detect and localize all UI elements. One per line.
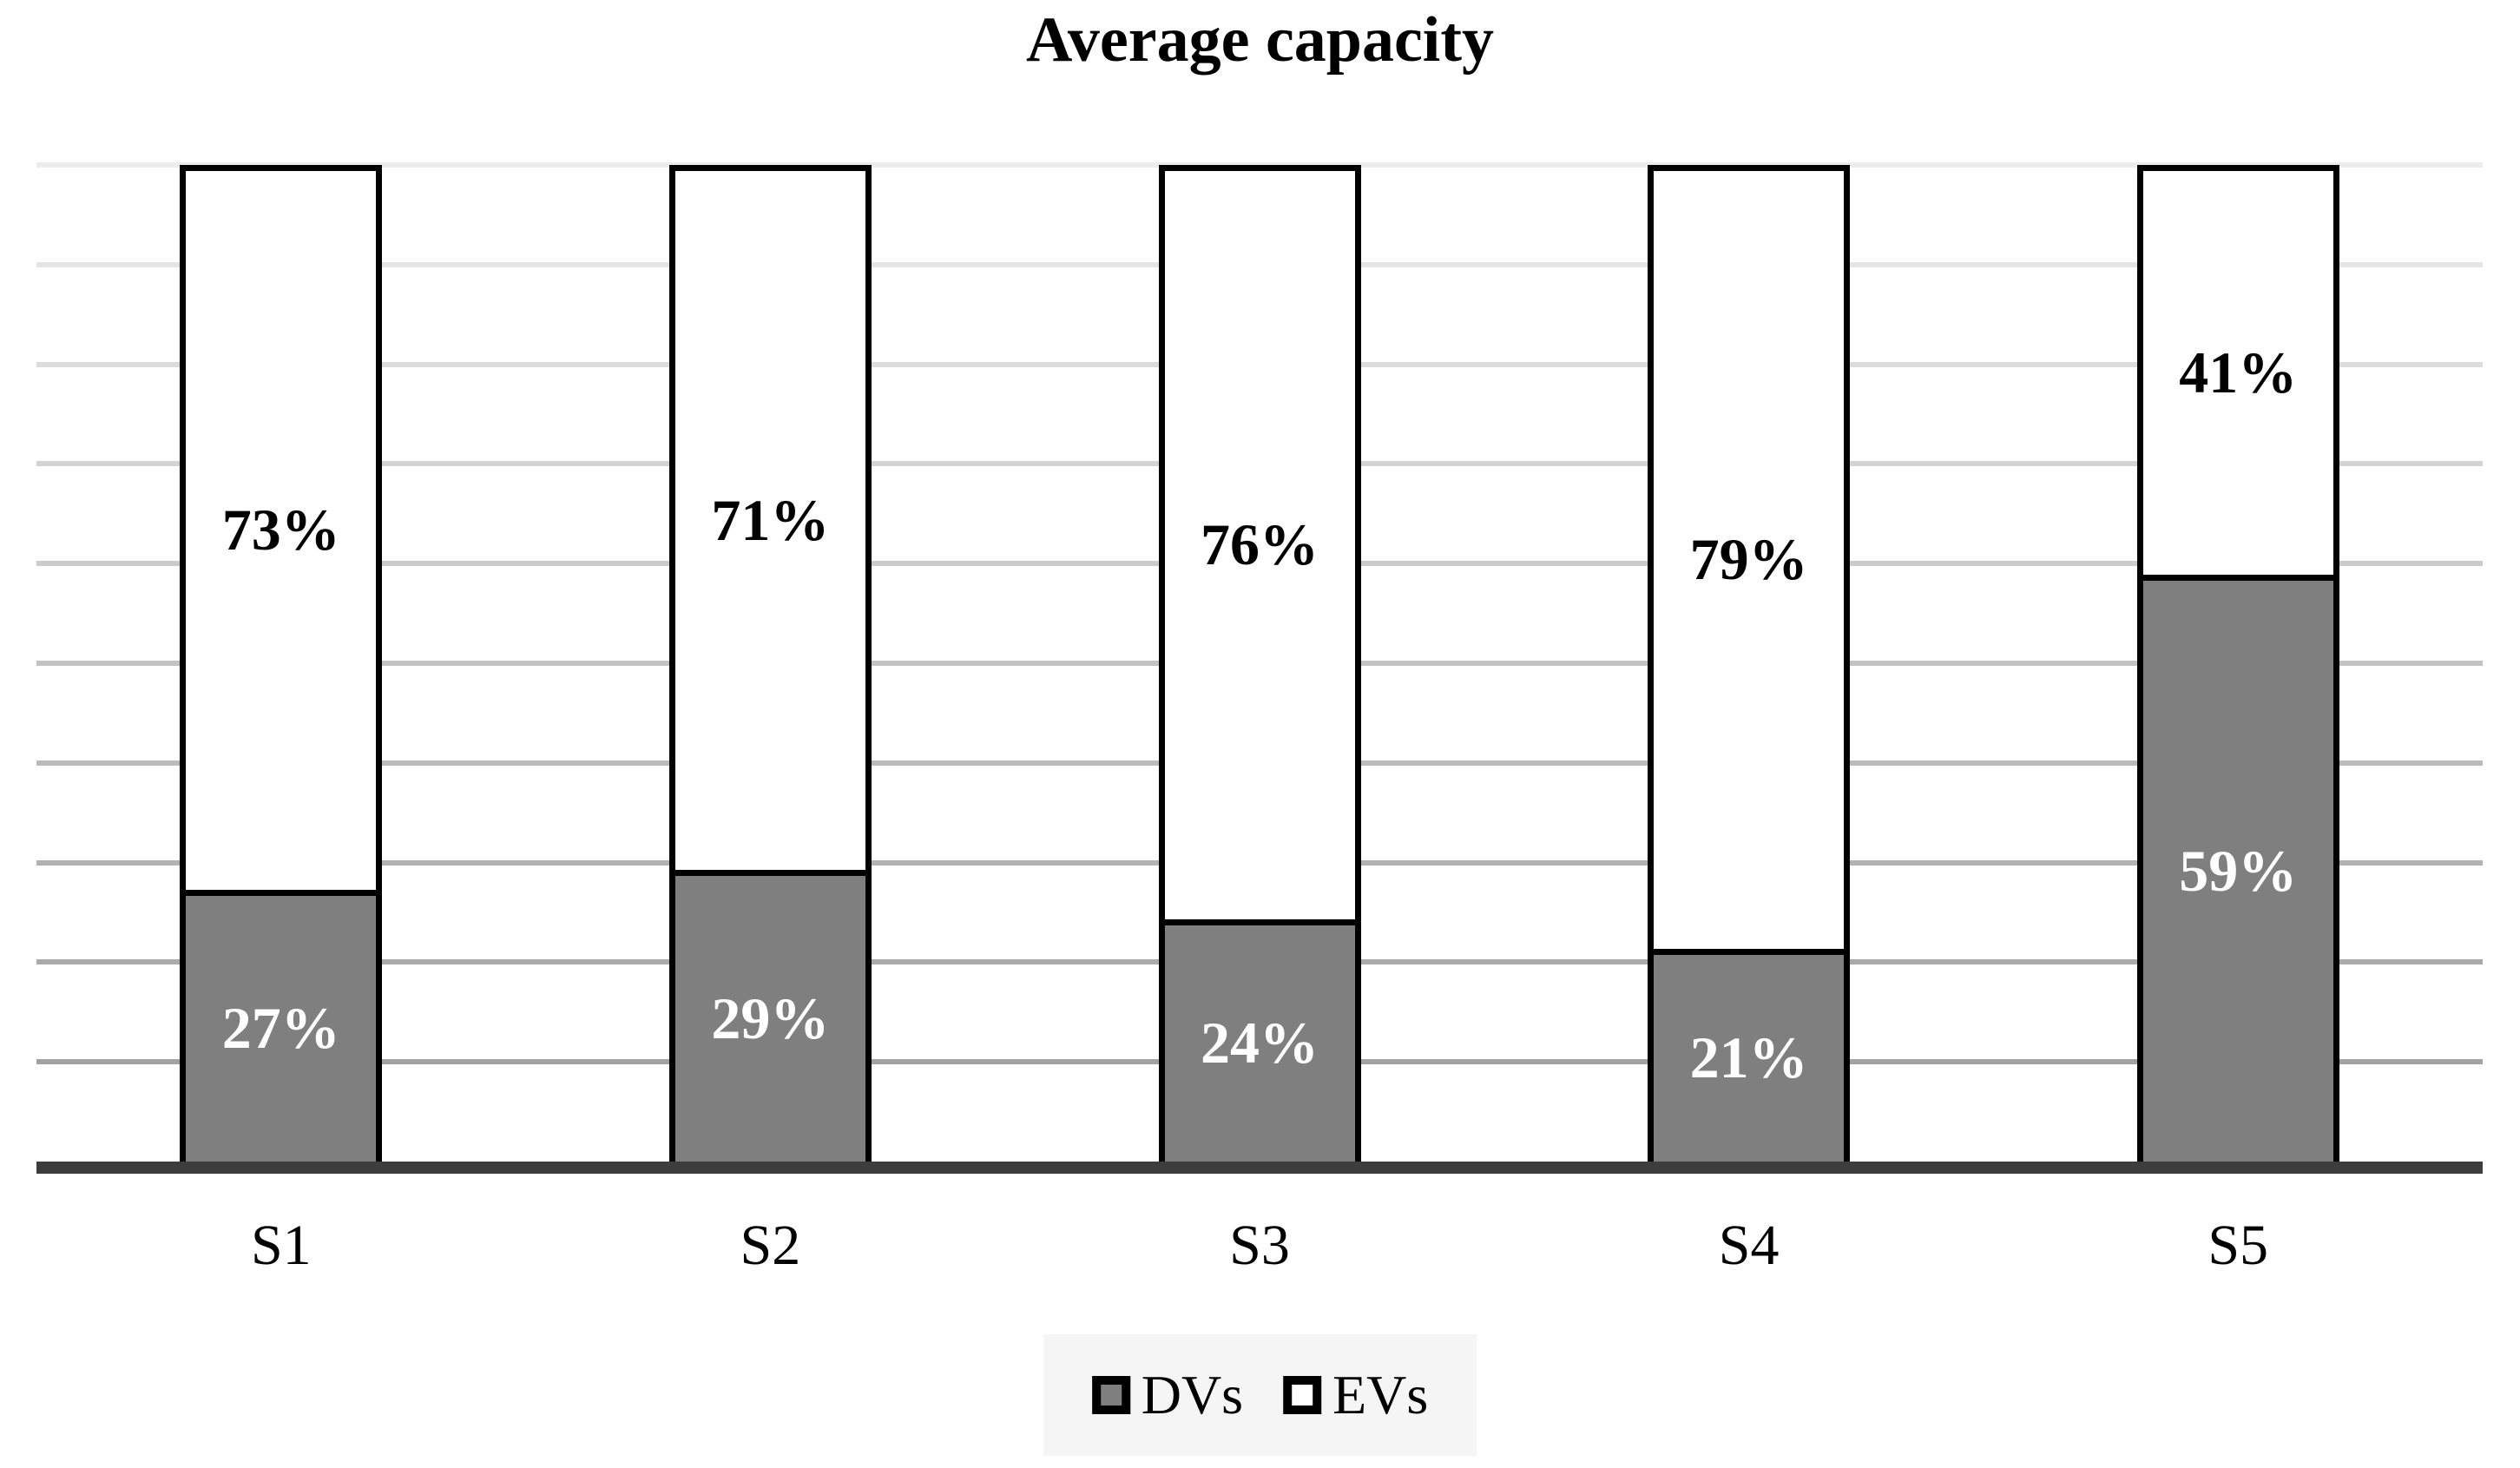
legend-item-evs: EVs (1283, 1363, 1428, 1427)
bar-s3: 76% 24% (1158, 165, 1361, 1162)
segment-evs-s3: 76% (1164, 171, 1355, 925)
data-label-evs-s5: 41% (2179, 339, 2298, 405)
data-label-evs-s4: 79% (1689, 526, 1808, 593)
segment-dvs-s4: 21% (1654, 954, 1845, 1162)
legend: DVs EVs (1043, 1334, 1477, 1456)
x-axis-label-s2: S2 (740, 1214, 801, 1277)
bar-s2: 71% 29% (668, 165, 872, 1162)
segment-evs-s1: 73% (186, 171, 377, 896)
data-label-dvs-s2: 29% (711, 985, 830, 1052)
x-axis-label-s1: S1 (250, 1214, 312, 1277)
legend-label-evs: EVs (1332, 1364, 1429, 1425)
x-axis-label-s5: S5 (2207, 1214, 2269, 1277)
segment-dvs-s1: 27% (186, 895, 377, 1162)
chart-title: Average capacity (1025, 4, 1495, 76)
data-label-dvs-s5: 59% (2179, 837, 2298, 904)
x-axis-label-s4: S4 (1718, 1214, 1780, 1277)
data-label-dvs-s4: 21% (1689, 1024, 1808, 1091)
bar-s4: 79% 21% (1648, 165, 1851, 1162)
bars-group: 73% 27% 71% 29% 76% 24% 79% 21% 41% 59% (36, 165, 2483, 1162)
segment-dvs-s3: 24% (1164, 925, 1355, 1162)
segment-dvs-s5: 59% (2142, 580, 2333, 1162)
x-axis-label-s3: S3 (1229, 1214, 1290, 1277)
segment-evs-s5: 41% (2142, 171, 2333, 581)
segment-dvs-s2: 29% (674, 876, 865, 1162)
data-label-evs-s3: 76% (1201, 511, 1319, 578)
segment-evs-s2: 71% (674, 171, 865, 877)
evs-swatch-icon (1283, 1376, 1322, 1414)
bar-s5: 41% 59% (2136, 165, 2339, 1162)
data-label-dvs-s3: 24% (1201, 1010, 1319, 1076)
bar-s1: 73% 27% (180, 165, 383, 1162)
segment-evs-s4: 79% (1654, 171, 1845, 955)
data-label-evs-s2: 71% (711, 487, 830, 554)
legend-item-dvs: DVs (1091, 1363, 1244, 1427)
x-axis-line (36, 1162, 2483, 1174)
dvs-swatch-icon (1091, 1376, 1130, 1414)
data-label-dvs-s1: 27% (221, 995, 340, 1062)
legend-label-dvs: DVs (1141, 1364, 1244, 1425)
data-label-evs-s1: 73% (221, 497, 340, 563)
plot-area: 73% 27% 71% 29% 76% 24% 79% 21% 41% 59% (36, 162, 2483, 1162)
